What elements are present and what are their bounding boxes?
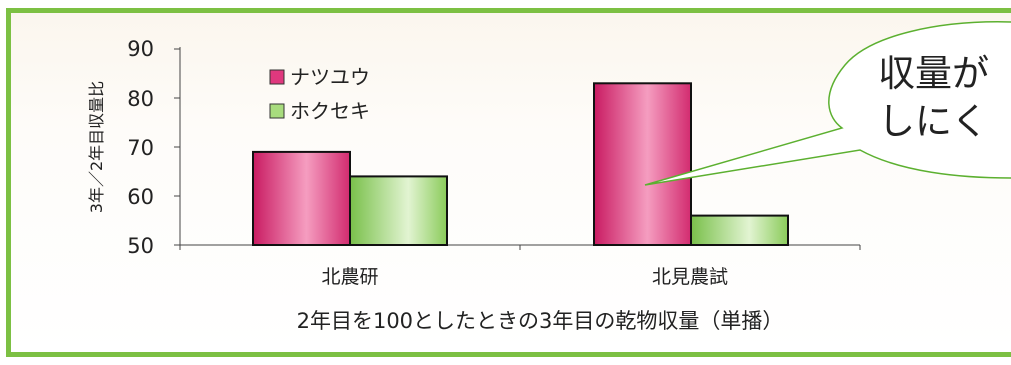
y-tick-label: 50: [127, 234, 154, 258]
callout-text-line1: 収量が: [878, 52, 989, 95]
y-tick-label: 60: [127, 185, 154, 209]
legend-swatch-hokuseki: [269, 103, 285, 119]
bar-natsuyu-kitaminoshi: [593, 82, 692, 246]
legend-swatch-natsuyu: [269, 69, 285, 85]
bars: [252, 82, 789, 247]
category-separators: [179, 245, 861, 250]
y-tick-label: 70: [127, 136, 154, 160]
category-label: 北見農試: [652, 266, 728, 288]
category-label: 北農研: [321, 266, 378, 288]
bar-hokuseki-hokunouken: [349, 175, 448, 246]
callout-bubble: [644, 21, 1011, 186]
y-tick-label: 90: [127, 37, 154, 61]
legend-label-natsuyu: ナツユウ: [290, 65, 370, 89]
tick-marks: [174, 48, 180, 246]
y-axis-label: 3年／2年目収量比: [87, 81, 106, 213]
bar-hokuseki-kitaminoshi: [690, 214, 789, 247]
bar-natsuyu-hokunouken: [252, 150, 351, 246]
chart-subtitle: 2年目を100としたときの3年目の乾物収量（単播）: [297, 309, 784, 333]
legend-label-hokuseki: ホクセキ: [290, 99, 370, 123]
y-tick-label: 80: [127, 87, 154, 111]
legend: ナツユウ ホクセキ: [269, 65, 370, 123]
callout-text-line2: しにく: [878, 100, 988, 143]
